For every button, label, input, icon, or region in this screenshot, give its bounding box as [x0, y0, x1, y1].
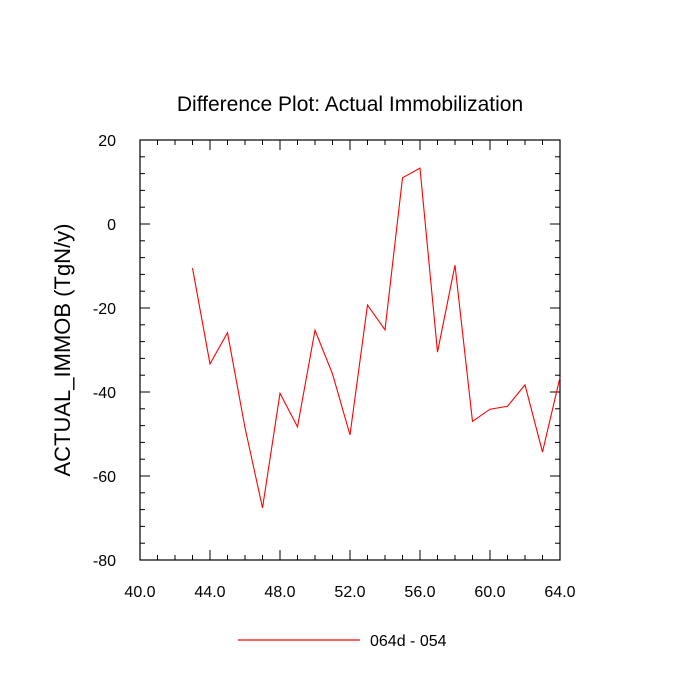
- x-tick-label: 56.0: [404, 584, 435, 601]
- y-tick-label: -80: [93, 553, 116, 570]
- y-tick-label: 20: [98, 133, 116, 150]
- x-tick-label: 60.0: [474, 584, 505, 601]
- x-tick-label: 48.0: [264, 584, 295, 601]
- series-line: [191, 167, 561, 509]
- y-tick-label: -20: [93, 301, 116, 318]
- legend: 064d - 054: [238, 633, 447, 650]
- y-tick-label: -40: [93, 385, 116, 402]
- y-axis-label: ACTUAL_IMMOB (TgN/y): [50, 223, 75, 476]
- series-layer: [191, 167, 561, 509]
- plot-frame: [139, 139, 561, 561]
- y-tick-label: 0: [107, 217, 116, 234]
- x-tick-label: 64.0: [544, 584, 575, 601]
- axis-tick-labels: 40.0 44.0 48.0 52.0 56.0 60.0 64.0 -80 -60 -40 -20…: [93, 133, 576, 601]
- legend-label: 064d - 054: [370, 633, 447, 650]
- chart-title: Difference Plot: Actual Immobilization: [177, 93, 523, 116]
- x-tick-label: 52.0: [334, 584, 365, 601]
- axis-ticks: [139, 139, 561, 561]
- y-tick-label: -60: [93, 469, 116, 486]
- x-tick-label: 44.0: [194, 584, 225, 601]
- x-tick-label: 40.0: [124, 584, 155, 601]
